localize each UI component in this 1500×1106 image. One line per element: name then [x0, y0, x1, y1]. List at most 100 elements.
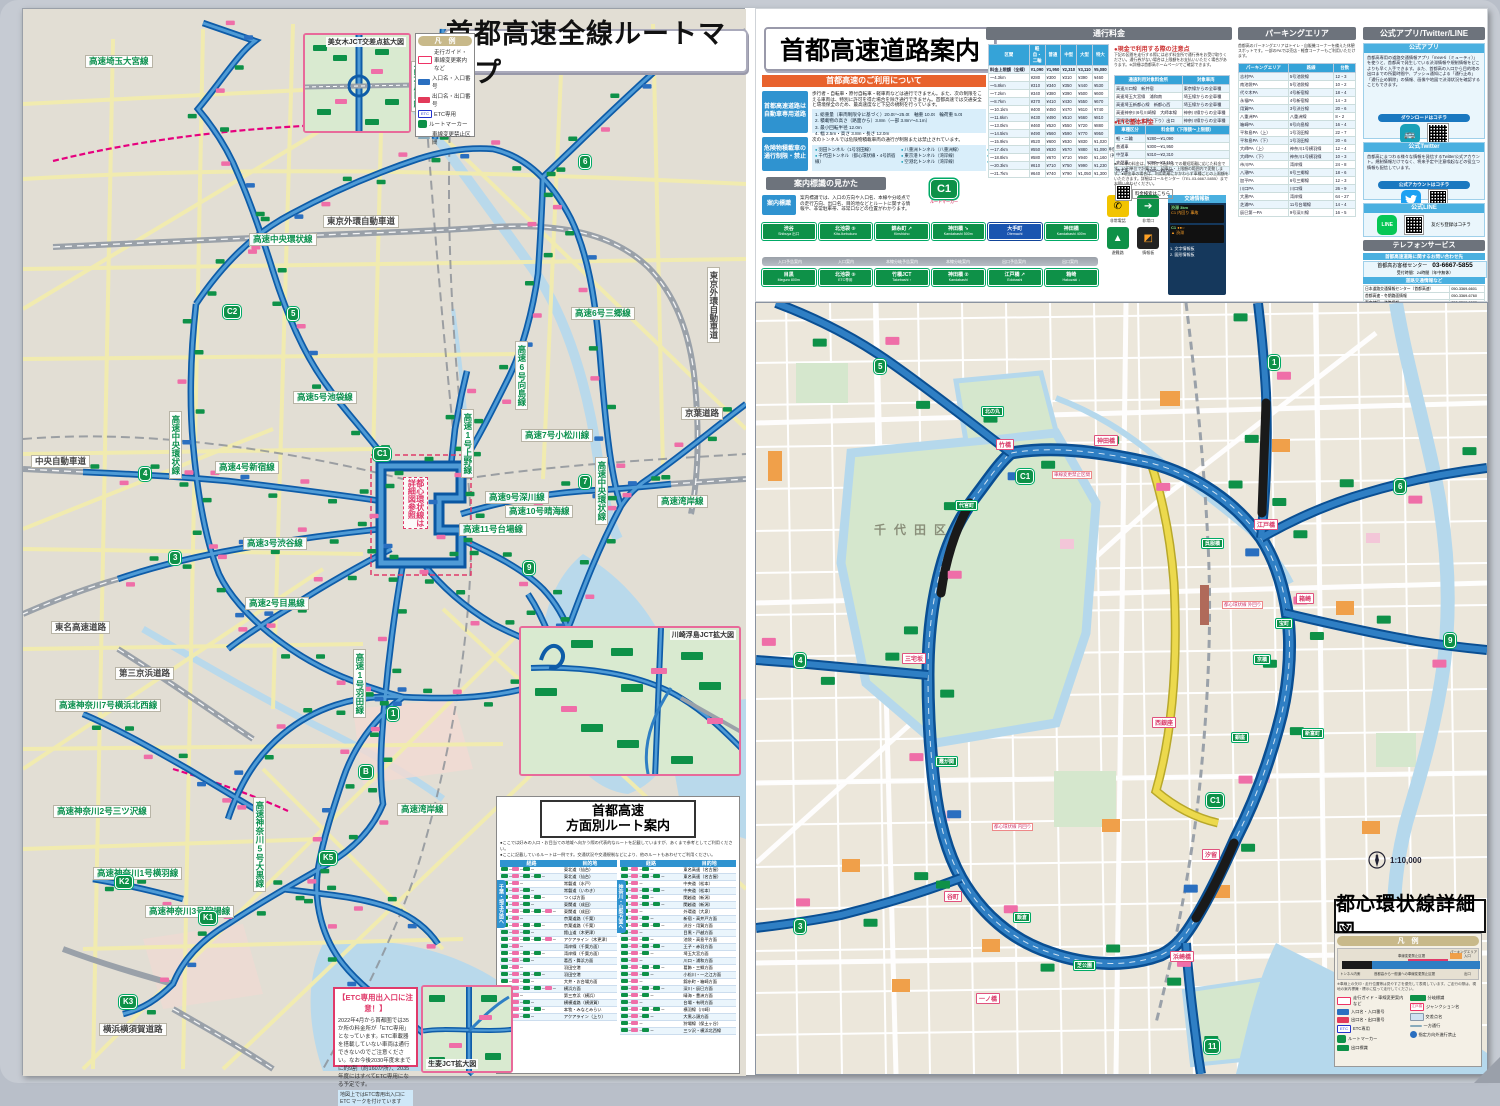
exit-chip	[1041, 460, 1056, 469]
route-shield: 9	[523, 561, 536, 576]
exit-chip	[606, 538, 616, 544]
legend-item: ルートマーカー	[418, 120, 472, 128]
exit-chip	[387, 896, 397, 902]
parking-header: パーキングエリア	[1238, 27, 1356, 40]
legend-item: ETC ETC専用	[418, 110, 472, 118]
非常口-icon: ➔	[1137, 195, 1160, 217]
sign-examples-row1: 渋谷 Shibuya 出口 北池袋 ⑤ Kita-Ikebukuro 錦糸町 ↗ Kins…	[762, 223, 1098, 240]
exit-chip	[256, 911, 266, 916]
exit-chip	[251, 244, 261, 250]
exit-label: 芝公園	[1074, 961, 1096, 970]
route-guide-row: ─ ─ 中央道（松本）	[619, 880, 736, 888]
exit-chip	[260, 216, 270, 222]
exit-chip	[359, 489, 369, 494]
exit-chip	[296, 323, 306, 329]
route-name-label: 高速神奈川1号横羽線	[93, 867, 183, 880]
exit-chip	[560, 617, 570, 622]
route-name-label: 東名高速道路	[51, 621, 111, 634]
exit-chip	[208, 544, 218, 549]
exit-chip	[796, 898, 811, 907]
exit-chip	[1040, 963, 1055, 972]
route-shield: 6	[1394, 479, 1407, 494]
info-panel: 首都高速道路案内 首都高速のご利用について 首都高速道路は 自動車専用道路 歩行…	[755, 8, 1488, 314]
route-guide-row: ─ ─ ─ ─ 中央道（松本）	[619, 887, 736, 895]
cash-title: ●現金で利用する際の注意点	[1114, 47, 1190, 53]
poster: 高速埼玉大宮線高速川口線東京外環自動車道東京外環自動車道高速6号三郷線高速中央環…	[21, 8, 1488, 1106]
exit-chip	[312, 384, 322, 389]
exit-chip	[383, 757, 393, 762]
legend-item: 出口標識	[1337, 1045, 1407, 1051]
exit-chip	[524, 281, 534, 286]
exit-chip	[947, 810, 962, 819]
exit-chip	[585, 594, 595, 600]
exit-chip	[590, 376, 600, 381]
exit-chip	[556, 167, 566, 172]
route-name-label: 高速神奈川3号狩場線	[145, 905, 235, 918]
exit-chip	[502, 552, 512, 557]
junction-label: 江戸橋	[1254, 519, 1279, 530]
route-shield: 9	[1444, 633, 1457, 648]
guide-sign: 神田橋 ↘ Kandabashi 500m	[931, 223, 985, 240]
exit-chip	[273, 880, 283, 885]
exit-chip	[222, 798, 232, 803]
route-guide-row: ─ ─ 羽田空港	[500, 964, 617, 972]
exit-chip	[244, 35, 254, 40]
exit-chip	[475, 513, 485, 518]
signs-text: 案内標識では、入口の方向や入口名、本線や分岐点での走行方向、出口名、目的地などと…	[800, 195, 911, 212]
exit-chip	[374, 696, 384, 702]
guide-sign: 大手町 Otemachi	[988, 223, 1042, 240]
exit-chip	[313, 577, 323, 582]
exit-chip	[436, 534, 446, 540]
exit-chip	[526, 610, 536, 615]
route-guide-row: ───横横道路（横須賀）	[500, 999, 617, 1007]
legend-item: 出口名・出口番号	[418, 92, 472, 108]
exit-chip	[607, 495, 617, 501]
exit-chip	[594, 436, 604, 441]
signs-label: 案内標識	[762, 195, 796, 215]
exit-chip	[268, 493, 278, 498]
exit-chip	[820, 676, 835, 685]
legend-item: 江戸橋 ジャンクション名	[1409, 1003, 1460, 1011]
exit-chip	[90, 464, 100, 469]
exit-chip	[1106, 944, 1121, 953]
exit-chip	[187, 962, 197, 968]
exit-chip	[909, 753, 924, 762]
route-name-label: 高速10号晴海線	[505, 505, 574, 518]
exit-chip	[336, 680, 346, 686]
route-shield: K1	[199, 911, 218, 926]
route-name-label: 第三京浜道路	[115, 667, 175, 680]
exit-chip	[303, 898, 313, 904]
guide-sign: 渋谷 Shibuya 出口	[762, 223, 816, 240]
exit-chip	[307, 879, 317, 884]
exit-chip	[546, 171, 556, 177]
exit-chip	[367, 549, 377, 554]
exit-chip	[321, 808, 331, 813]
exit-chip	[255, 211, 265, 217]
route-guide-row: ─ ─ ─ ─ 王子・赤羽方面	[619, 943, 736, 951]
line-icon: LINE	[1377, 215, 1398, 235]
route-guide-row: ─ ─ ─ ─ 横羽線（川崎）	[619, 1006, 736, 1014]
exit-chip	[237, 805, 247, 810]
exit-chip	[238, 627, 248, 632]
exit-chip	[505, 620, 515, 625]
exit-chip	[600, 127, 610, 132]
exit-chip	[543, 252, 553, 258]
exit-chip	[469, 550, 479, 556]
exit-chip	[182, 440, 192, 445]
route-guide-row: ─ ─ ─ 関越道（新潟）	[619, 894, 736, 902]
bijogi-inset-graphic	[305, 35, 409, 131]
legend-item: 走行ガイド・車線変更案内など	[418, 48, 472, 72]
info-panel-title: 首都高速道路案内	[764, 27, 996, 71]
route-guide-row: ─ ─ ─ 埼玉大宮方面	[619, 950, 736, 958]
exit-chip	[336, 710, 346, 715]
legend-item: 指定方向外進行禁止	[1409, 1031, 1480, 1038]
junction-label: 谷町	[944, 891, 963, 902]
route-name-label: 高速神奈川2号三ツ沢線	[53, 805, 151, 818]
line-qr-code	[1404, 215, 1425, 235]
exit-label: 銀座	[1232, 733, 1249, 742]
exit-chip	[225, 20, 235, 26]
route-guide-row: ─ ─ ─ ─ ─ 東関道（成田）	[500, 908, 617, 916]
route-guide-row: ─ ─ ─ ─ ─ アクアライン（木更津）	[500, 936, 617, 944]
route-name-label: 高速湾岸線	[397, 803, 448, 816]
usage-row2-list: 羽田トンネル（1号羽田線）千代田トンネル（都心環状線・4号新宿線）八重洲トンネル…	[812, 145, 1149, 171]
